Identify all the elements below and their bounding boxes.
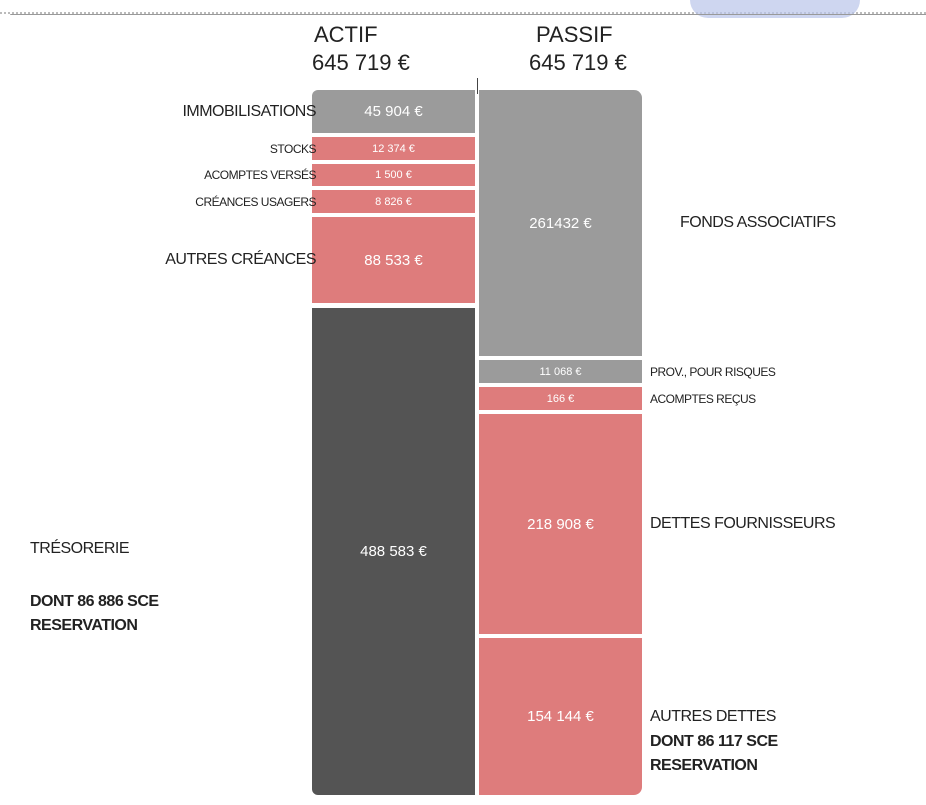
- actif-label: ACOMPTES VERSÉS: [204, 168, 316, 182]
- passif-title: PASSIF: [536, 22, 613, 47]
- passif-block: 166 €: [479, 387, 642, 410]
- actif-note: DONT 86 886 SCE RESERVATION: [30, 593, 159, 634]
- top-highlight: [690, 0, 860, 18]
- actif-block: 488 583 €: [312, 308, 475, 795]
- divider: [477, 78, 478, 94]
- actif-label: IMMOBILISATIONS: [182, 102, 316, 120]
- passif-total: 645 719 €: [529, 50, 627, 75]
- passif-label: DETTES FOURNISSEURS: [650, 515, 836, 532]
- passif-note: DONT 86 117 SCE RESERVATION: [650, 733, 778, 774]
- actif-block: 8 826 €: [312, 190, 475, 213]
- actif-label: CRÉANCES USAGERS: [195, 194, 316, 209]
- passif-label: PROV., POUR RISQUES: [650, 364, 776, 379]
- actif-label: STOCKS: [269, 141, 317, 156]
- actif-label: AUTRES CRÉANCES: [165, 251, 316, 268]
- actif-block: 88 533 €: [312, 217, 475, 303]
- actif-label: TRÉSORERIE: [30, 540, 130, 557]
- passif-label: AUTRES DETTES: [650, 708, 776, 725]
- passif-block: 11 068 €: [479, 360, 642, 383]
- actif-total: 645 719 €: [312, 50, 410, 75]
- passif-label: ACOMPTES REÇUS: [650, 391, 756, 406]
- passif-block: 261432 €: [479, 90, 642, 356]
- actif-block: 1 500 €: [312, 164, 475, 186]
- actif-title: ACTIF: [314, 22, 378, 47]
- actif-block: 45 904 €: [312, 90, 475, 133]
- actif-block: 12 374 €: [312, 137, 475, 160]
- top-dots: [0, 0, 926, 14]
- passif-block: 218 908 €: [479, 414, 642, 634]
- passif-label: FONDS ASSOCIATIFS: [680, 214, 836, 231]
- top-line: [10, 14, 926, 15]
- passif-block: 154 144 €: [479, 638, 642, 795]
